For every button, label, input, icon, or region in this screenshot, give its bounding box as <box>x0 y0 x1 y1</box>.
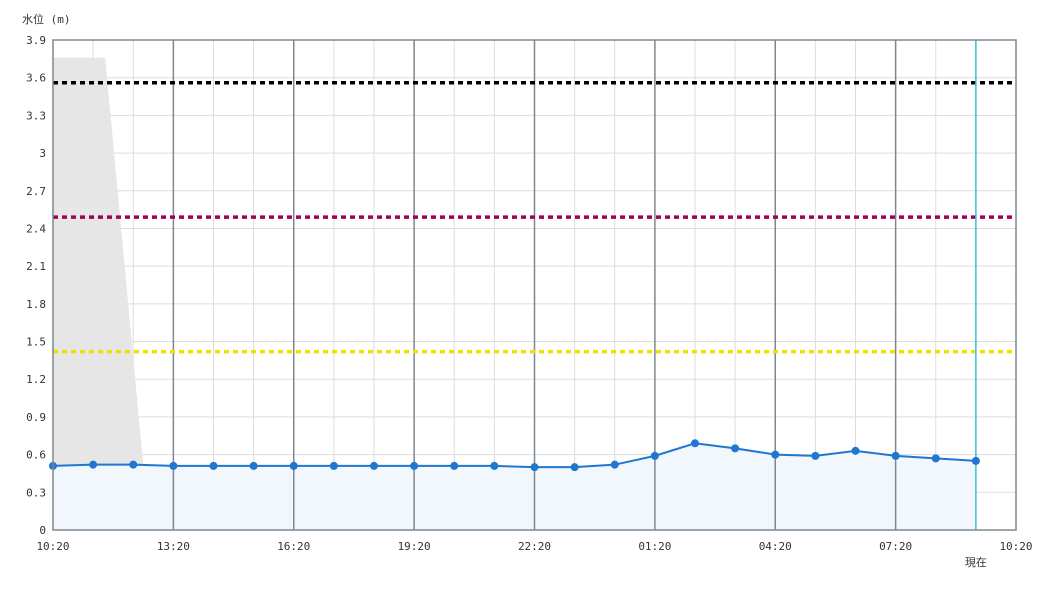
data-point <box>209 461 218 470</box>
reference-lines <box>53 80 1016 354</box>
data-point <box>811 451 820 460</box>
data-point <box>771 450 780 459</box>
x-tick-label: 16:20 <box>277 540 310 553</box>
data-point <box>329 461 338 470</box>
shaded-region <box>53 57 150 530</box>
data-point <box>129 460 138 469</box>
series-layer <box>49 439 980 472</box>
data-point <box>169 461 178 470</box>
y-tick-label: 2.1 <box>26 260 46 273</box>
data-point <box>691 439 699 448</box>
data-point <box>731 444 740 453</box>
y-tick-label: 0.6 <box>26 449 46 462</box>
y-tick-label: 1.8 <box>26 298 46 311</box>
x-tick-label: 04:20 <box>759 540 792 553</box>
y-tick-label: 2.4 <box>26 222 46 235</box>
data-point <box>610 460 619 469</box>
x-tick-label: 22:20 <box>518 540 551 553</box>
water-area-fill <box>53 443 976 530</box>
data-point <box>650 451 659 460</box>
y-tick-label: 3.9 <box>26 34 46 47</box>
axes: 0 0.3 0.6 0.9 1.2 1.5 1.8 2.1 2.4 2.7 3 3.3 3.6 3.9 10… <box>26 34 1032 553</box>
y-tick-label: 3.3 <box>26 109 46 122</box>
plot-frame <box>52 39 1017 531</box>
shaded-region-polygon <box>53 57 150 530</box>
x-tick-label: 13:20 <box>157 540 190 553</box>
water-area <box>53 443 976 530</box>
x-tick-label: 07:20 <box>879 540 912 553</box>
x-tick-label: 10:20 <box>999 540 1032 553</box>
y-tick-label: 1.5 <box>26 336 46 349</box>
y-tick-label: 3 <box>39 147 46 160</box>
y-tick-label: 0 <box>39 524 46 537</box>
data-point <box>851 446 860 455</box>
series-line <box>52 442 976 469</box>
data-point <box>89 460 98 469</box>
data-point <box>490 461 499 470</box>
data-point <box>289 461 298 470</box>
data-point <box>450 461 459 470</box>
major-grid <box>172 40 897 530</box>
x-tick-label: 01:20 <box>638 540 671 553</box>
y-axis-label: 水位 (m) <box>22 12 71 26</box>
y-tick-label: 2.7 <box>26 185 46 198</box>
y-tick-label: 1.2 <box>26 373 46 386</box>
y-tick-label: 0.3 <box>26 486 46 499</box>
data-point <box>530 463 539 472</box>
x-tick-label: 19:20 <box>398 540 431 553</box>
data-point <box>570 463 579 472</box>
y-tick-label: 0.9 <box>26 411 46 424</box>
data-point <box>891 451 900 460</box>
data-point <box>410 461 419 470</box>
y-tick-label: 3.6 <box>26 72 46 85</box>
now-label: 現在 <box>965 556 987 569</box>
x-tick-label: 10:20 <box>36 540 69 553</box>
data-point <box>971 456 980 465</box>
data-point <box>249 461 258 470</box>
data-point <box>931 454 940 463</box>
data-point <box>370 461 378 470</box>
